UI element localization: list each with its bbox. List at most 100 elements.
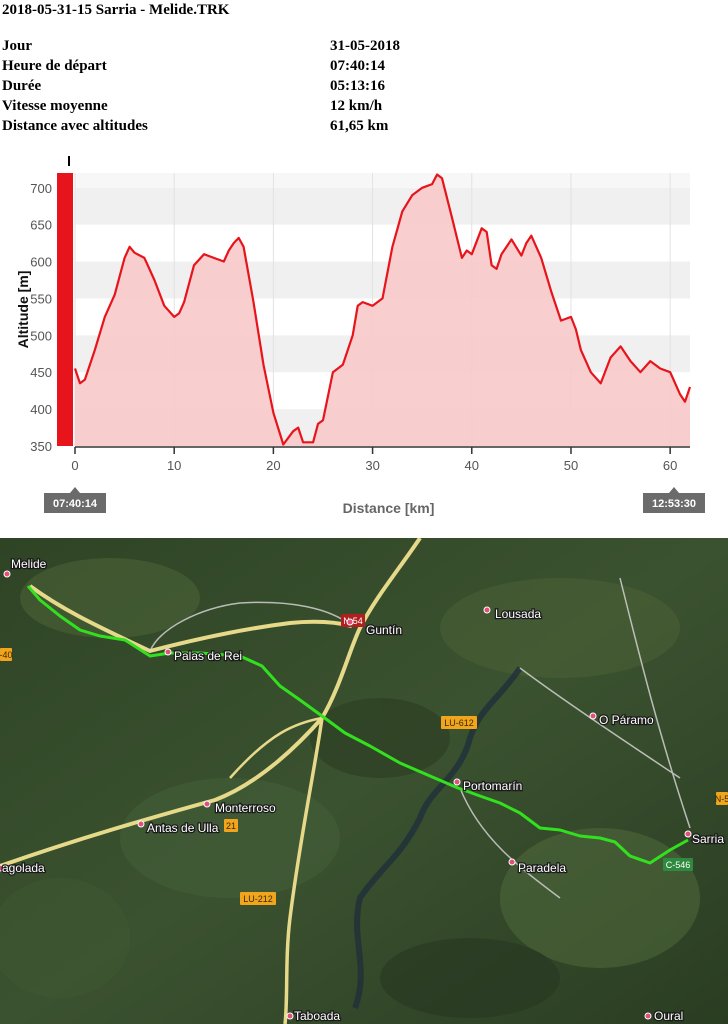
place-pin-icon: [286, 1012, 294, 1020]
y-tick-label: 600: [30, 255, 52, 270]
summary-value: 61,65 km: [330, 118, 389, 134]
grid-band: [75, 187, 690, 225]
place-marker[interactable]: Paradela: [508, 858, 568, 876]
place-pin-icon: [453, 778, 461, 786]
x-tick-label: 30: [365, 458, 379, 473]
x-tick-label: 50: [564, 458, 578, 473]
summary-row-average-speed: Vitesse moyenne 12 km/h: [2, 98, 722, 118]
road-shield-bg: [441, 716, 477, 729]
road-shield: N-5: [715, 792, 728, 805]
summary-value: 07:40:14: [330, 58, 385, 74]
profile-line: [73, 173, 692, 446]
summary-label: Vitesse moyenne: [2, 98, 108, 114]
altitude-profile-chart: 350 400 450 500 550 600 650 700 0 10 20 30 40 50 60 A…: [15, 156, 705, 516]
x-tick-label: 0: [71, 458, 78, 473]
road-shield-bg: [0, 648, 12, 661]
road-shield-bg: [240, 892, 276, 905]
place-label: Melide: [11, 557, 47, 571]
place-pin-icon: [346, 618, 354, 626]
x-tick-label: 60: [663, 458, 677, 473]
y-axis-label: Altitude [m]: [15, 271, 31, 349]
place-marker[interactable]: Taboada: [286, 1008, 342, 1024]
y-tick-label: 350: [30, 439, 52, 454]
end-time-label: 12:53:30: [652, 498, 696, 510]
road-palas: [229, 716, 323, 779]
main-road-yellow: [0, 538, 422, 868]
place-pin-icon: [137, 820, 145, 828]
grid-band: [75, 224, 690, 262]
x-axis-ticks: 0 10 20 30 40 50 60: [71, 447, 677, 473]
road-shield: C-546: [663, 858, 693, 871]
place-label: Guntín: [366, 623, 402, 637]
y-axis-ticks: 350 400 450 500 550 600 650 700: [30, 181, 52, 454]
place-marker[interactable]: O Páramo: [589, 712, 655, 728]
start-time-badge[interactable]: 07:40:14: [44, 487, 106, 513]
place-marker[interactable]: Oural: [644, 1008, 685, 1024]
place-marker[interactable]: Portomarín: [453, 778, 524, 794]
grid-band: [75, 261, 690, 299]
place-marker[interactable]: Monterroso: [203, 800, 277, 816]
road-shield: -40: [0, 648, 13, 661]
place-marker[interactable]: Sarria: [684, 830, 726, 847]
place-label: O Páramo: [599, 713, 654, 727]
summary-row-day: Jour 31-05-2018: [2, 38, 722, 58]
place-pin-icon: [508, 858, 516, 866]
x-tick-label: 10: [167, 458, 181, 473]
place-label: agolada: [2, 861, 45, 875]
terrain-patches: [0, 558, 700, 1018]
x-axis-label: Distance [km]: [343, 500, 435, 516]
place-marker[interactable]: Lousada: [483, 606, 543, 622]
place-pin-icon: [0, 864, 4, 872]
summary-label: Heure de départ: [2, 58, 107, 74]
road-shield-label: C-546: [666, 860, 691, 870]
place-label: Sarria: [692, 832, 724, 846]
summary-value: 12 km/h: [330, 98, 383, 114]
place-pin-icon: [3, 570, 11, 578]
place-marker[interactable]: Palas de Rei: [164, 648, 243, 664]
altitude-color-bar: [57, 173, 73, 446]
gps-route-track[interactable]: [26, 585, 689, 865]
summary-label: Durée: [2, 78, 42, 94]
summary-label: Distance avec altitudes: [2, 118, 148, 134]
place-label: Palas de Rei: [174, 649, 242, 663]
place-pin-icon: [164, 648, 172, 656]
map-place-labels: Melide Guntín Lousada Palas de Rei O Páramo P…: [0, 556, 726, 1024]
place-label: Portomarín: [463, 779, 522, 793]
road-shield-label: LU-612: [444, 718, 474, 728]
y-tick-label: 550: [30, 291, 52, 306]
summary-value: 05:13:16: [330, 78, 385, 94]
road-shield-label: 21: [226, 821, 236, 831]
place-marker[interactable]: Melide: [3, 556, 48, 578]
y-tick-label: 500: [30, 328, 52, 343]
y-tick-label: 650: [30, 218, 52, 233]
place-label: Oural: [654, 1009, 683, 1023]
end-time-badge[interactable]: 12:53:30: [643, 487, 705, 513]
place-label: Paradela: [518, 861, 566, 875]
place-marker[interactable]: Antas de Ulla: [137, 820, 220, 836]
place-pin-icon: [589, 712, 597, 720]
place-pin-icon: [483, 606, 491, 614]
road-shield: LU-212: [240, 892, 276, 905]
road-shield: LU-612: [441, 716, 477, 729]
place-label: Monterroso: [215, 801, 276, 815]
place-marker[interactable]: Guntín: [346, 618, 403, 638]
road-lu212: [283, 717, 324, 1024]
profile-area: [75, 174, 690, 446]
track-file-title: 2018-05-31-15 Sarria - Melide.TRK: [2, 2, 230, 18]
summary-label: Jour: [2, 38, 32, 54]
x-tick-label: 20: [266, 458, 280, 473]
summary-row-distance: Distance avec altitudes 61,65 km: [2, 118, 722, 138]
place-pin-icon: [644, 1012, 652, 1020]
y-tick-label: 700: [30, 181, 52, 196]
road-shield-bg: [663, 858, 693, 871]
road-shield-bg: [224, 819, 238, 832]
road-shield: 21: [224, 819, 238, 832]
road-shield-label: N-5: [715, 794, 728, 804]
road-n547: [28, 584, 353, 654]
x-tick-label: 40: [465, 458, 479, 473]
grid-band: [75, 173, 690, 188]
road-shield-label: -40: [0, 650, 13, 660]
place-marker[interactable]: agolada: [0, 860, 46, 876]
